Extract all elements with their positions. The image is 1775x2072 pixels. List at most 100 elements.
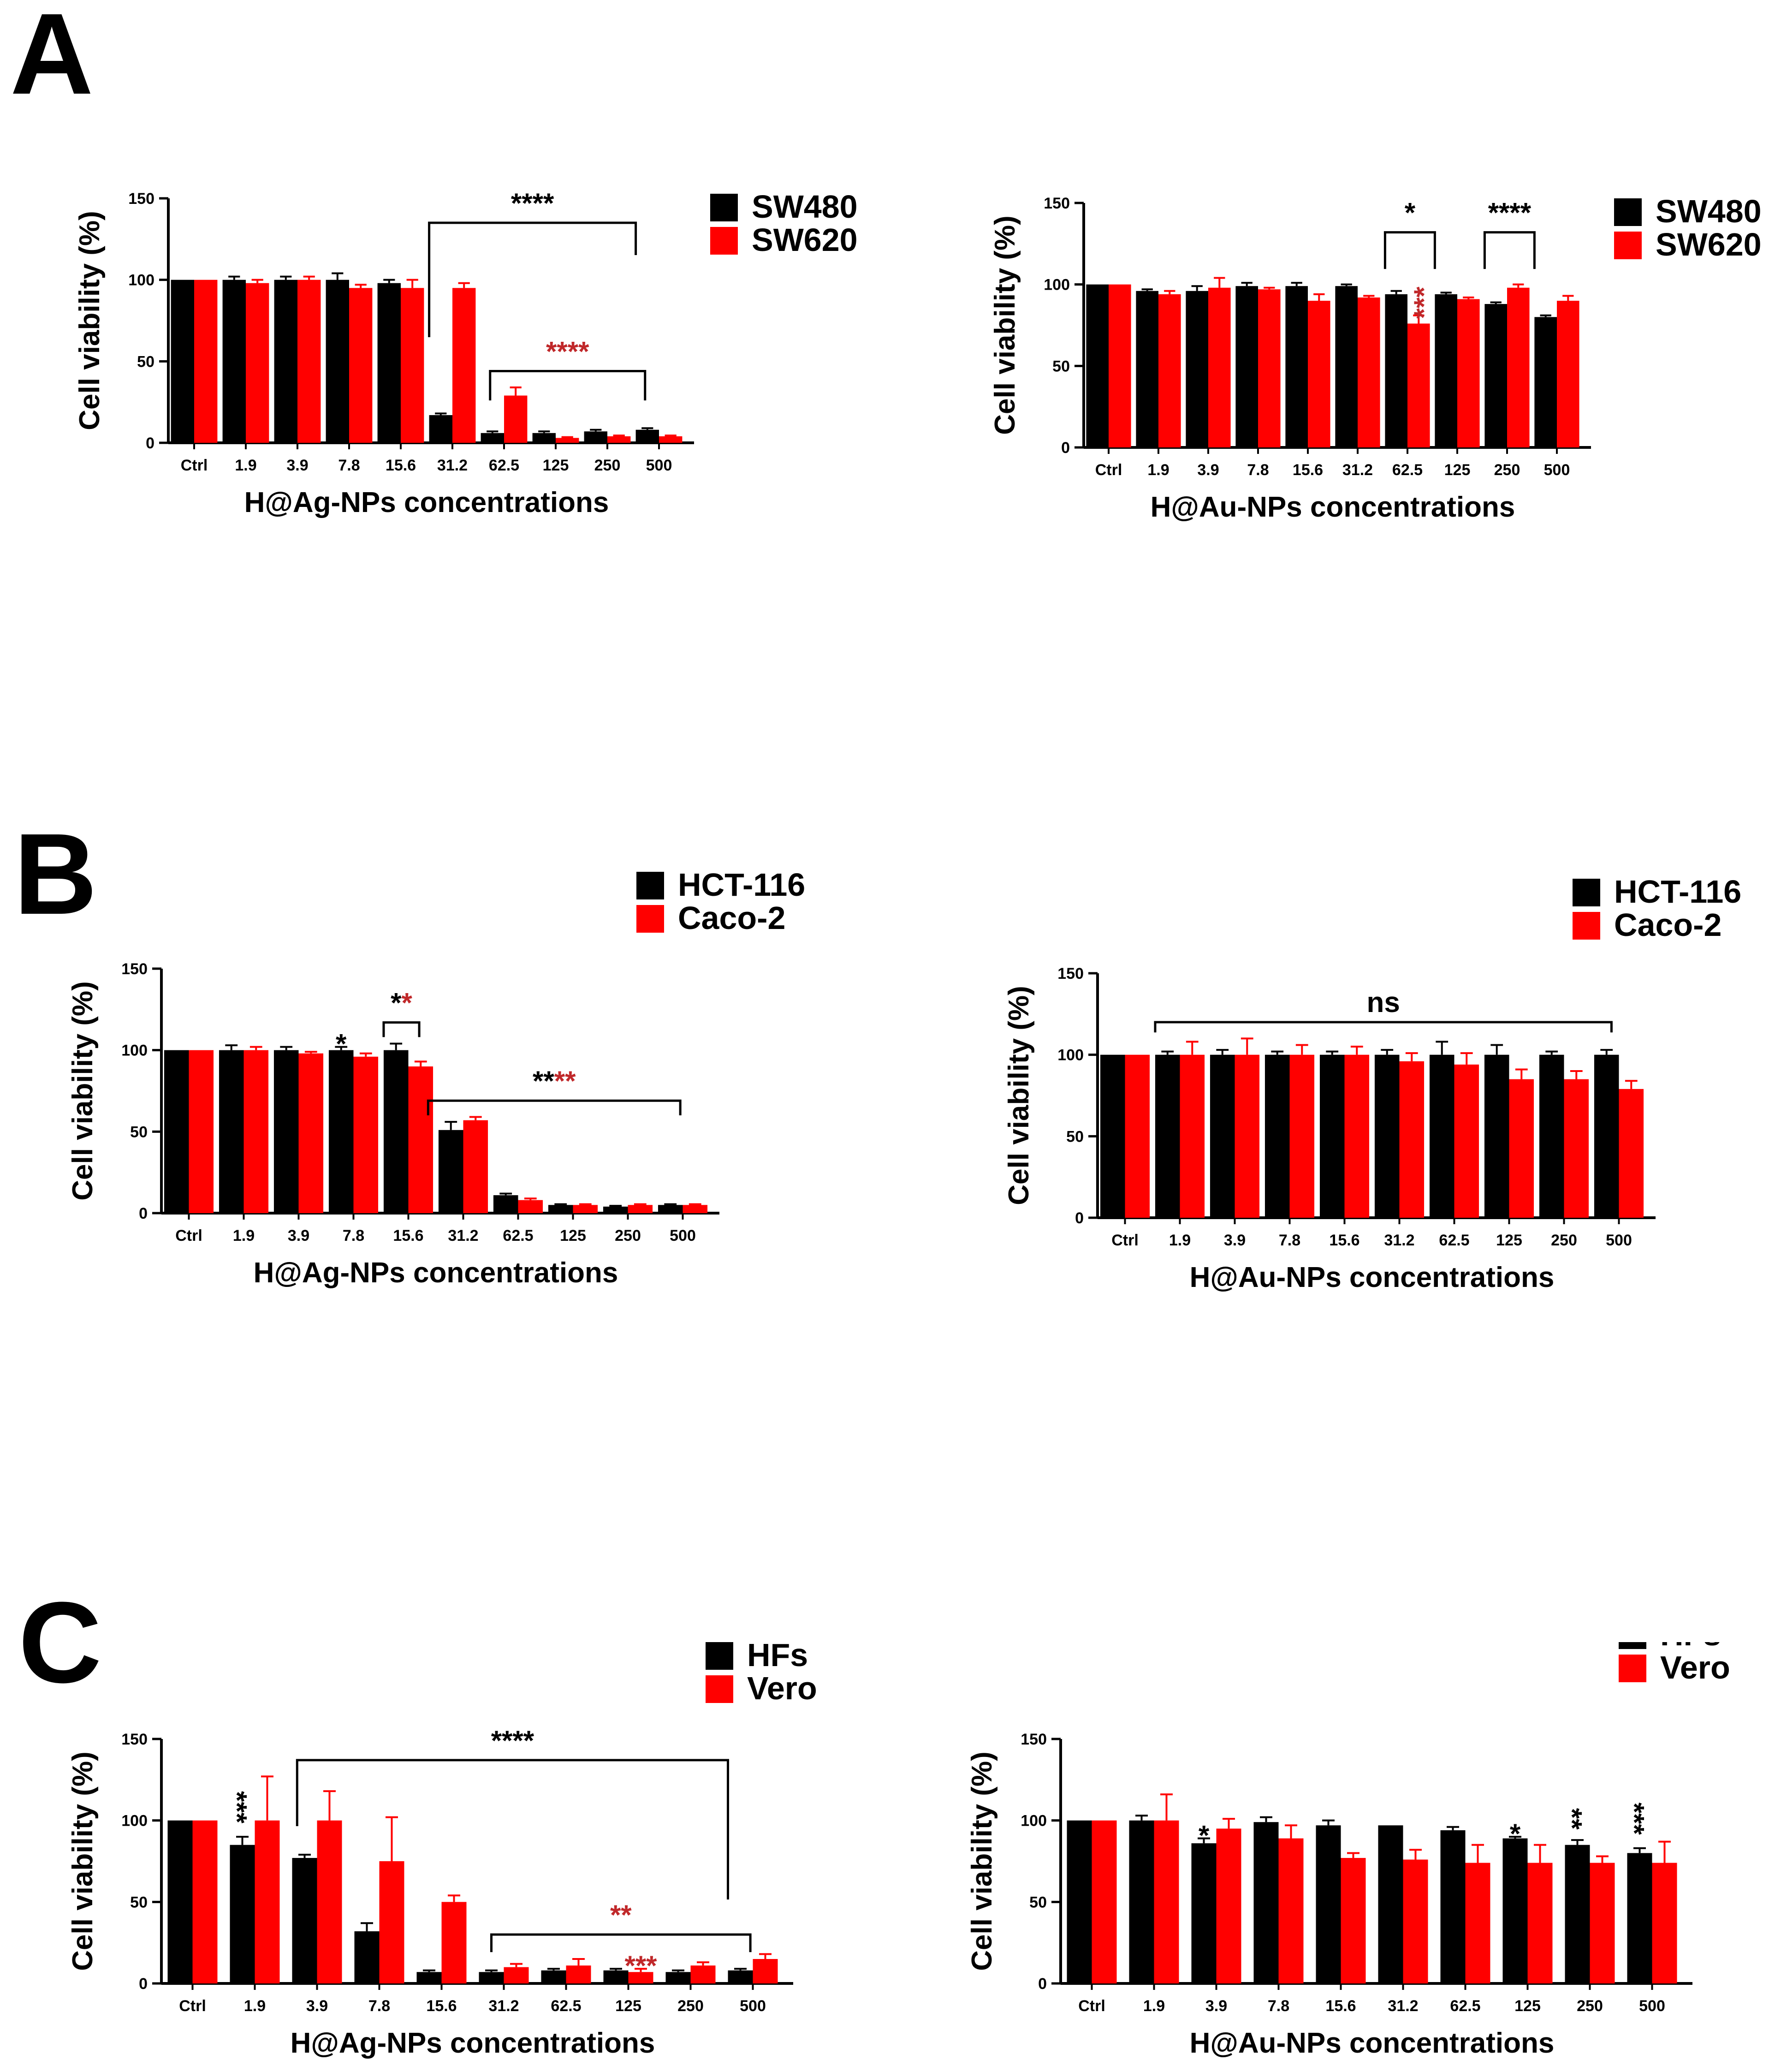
chart-5-bar-vero-2 bbox=[1216, 1828, 1241, 1983]
chart-c-right: 0 50 100 150 Ctrl 1.9 3.9 7.8 15.6 31.2 62.5 125 250… bbox=[966, 1642, 1730, 2059]
chart-3-legend-swatch-0 bbox=[1573, 879, 1600, 906]
chart-2-x-tick-label: 3.9 bbox=[288, 1227, 309, 1244]
chart-4-bar-vero-9 bbox=[753, 1959, 778, 1983]
chart-1-legend-swatch-1 bbox=[1614, 232, 1642, 259]
chart-3-bar-hct-116-8 bbox=[1539, 1054, 1564, 1218]
chart-3-x-tick-label: 15.6 bbox=[1329, 1232, 1359, 1249]
chart-4-bar-hfs-9 bbox=[728, 1970, 753, 1983]
chart-4-legend-swatch-0 bbox=[706, 1642, 733, 1670]
chart-0-sig-label-1: **** bbox=[546, 336, 589, 367]
chart-3-bar-caco-2-8 bbox=[1564, 1079, 1589, 1218]
chart-0-x-tick-label: 1.9 bbox=[235, 457, 256, 474]
chart-2-bar-hct-116-5 bbox=[438, 1130, 463, 1213]
chart-0-x-axis-title: H@Ag-NPs concentrations bbox=[244, 487, 609, 518]
chart-5-sig-star-3: *** bbox=[1619, 1803, 1650, 1835]
chart-0-bar-sw480-1 bbox=[222, 280, 246, 443]
chart-5-x-tick-label: 15.6 bbox=[1325, 1997, 1356, 2015]
chart-5-y-tick-label: 50 bbox=[1029, 1893, 1047, 1911]
chart-2-sig-star-0: * bbox=[336, 1029, 347, 1060]
chart-5-bar-hfs-0 bbox=[1067, 1820, 1092, 1983]
chart-0-sig-bracket-1 bbox=[489, 370, 647, 401]
chart-1-bar-sw480-5 bbox=[1335, 286, 1358, 447]
chart-0-bar-sw480-8 bbox=[584, 431, 607, 443]
chart-3-bar-caco-2-5 bbox=[1399, 1061, 1425, 1218]
chart-2-bar-hct-116-7 bbox=[548, 1205, 573, 1213]
chart-2-sig-label-part: * bbox=[402, 988, 413, 1018]
chart-3-bar-hct-116-9 bbox=[1594, 1054, 1619, 1218]
chart-1-bar-sw480-8 bbox=[1484, 304, 1507, 447]
chart-0-x-tick-label: 125 bbox=[543, 457, 569, 474]
chart-3-bar-hct-116-4 bbox=[1319, 1054, 1345, 1218]
chart-4-sig-bracket-1 bbox=[296, 1759, 729, 1900]
chart-5-bar-hfs-5 bbox=[1378, 1825, 1403, 1983]
chart-0-bar-sw620-2 bbox=[297, 280, 321, 443]
chart-4-x-tick-label: 125 bbox=[615, 1997, 641, 2015]
chart-b-left: 0 50 100 150 Ctrl 1.9 3.9 7.8 15.6 31.2 62.5 125 250… bbox=[67, 872, 805, 1289]
chart-3-x-tick-label: 62.5 bbox=[1439, 1232, 1469, 1249]
chart-1-bar-sw620-8 bbox=[1507, 287, 1530, 447]
chart-4-y-tick-label: 100 bbox=[121, 1812, 148, 1830]
chart-5-bar-vero-4 bbox=[1341, 1858, 1366, 1983]
chart-4-sig-label-2: ** bbox=[610, 1899, 632, 1930]
chart-0-bar-sw480-5 bbox=[429, 415, 452, 443]
chart-1-bar-sw620-7 bbox=[1457, 299, 1480, 447]
chart-2-bar-caco-2-0 bbox=[189, 1050, 214, 1213]
chart-5-bar-vero-1 bbox=[1154, 1820, 1179, 1983]
chart-0-x-tick-label: 250 bbox=[594, 457, 621, 474]
chart-5-legend-label-1: Vero bbox=[1660, 1649, 1730, 1685]
chart-2-bar-hct-116-6 bbox=[493, 1195, 518, 1213]
chart-0-bar-sw620-6 bbox=[504, 395, 528, 443]
chart-4-x-axis-title: H@Ag-NPs concentrations bbox=[291, 2027, 655, 2059]
chart-2-x-axis-title: H@Ag-NPs concentrations bbox=[254, 1257, 618, 1289]
chart-3-legend-swatch-1 bbox=[1573, 912, 1600, 940]
chart-a-right: 0 50 100 150 Ctrl 1.9 3.9 7.8 15.6 31.2 62.5 125 250… bbox=[989, 193, 1762, 523]
chart-0-y-tick-label: 0 bbox=[146, 435, 154, 452]
chart-2-legend-swatch-1 bbox=[636, 905, 664, 933]
chart-3-y-tick-label: 150 bbox=[1057, 965, 1084, 982]
chart-5-x-tick-label: 1.9 bbox=[1143, 1997, 1165, 2015]
chart-4-x-tick-label: 1.9 bbox=[244, 1997, 266, 2015]
chart-5-bar-vero-3 bbox=[1278, 1838, 1304, 1983]
chart-3-bar-caco-2-1 bbox=[1180, 1054, 1205, 1218]
chart-1-bar-sw620-1 bbox=[1158, 294, 1181, 447]
chart-1-x-tick-label: 125 bbox=[1444, 461, 1471, 479]
chart-0-y-tick-label: 50 bbox=[137, 353, 154, 370]
chart-4-x-tick-label: 3.9 bbox=[306, 1997, 328, 2015]
chart-3-bar-hct-116-0 bbox=[1100, 1054, 1125, 1218]
chart-2-bar-caco-2-3 bbox=[353, 1056, 379, 1213]
chart-2-sig-label-2: **** bbox=[533, 1066, 576, 1096]
chart-1-sig-label-0: * bbox=[1405, 197, 1416, 228]
chart-1-bar-sw620-4 bbox=[1308, 301, 1330, 447]
chart-4-y-axis-title: Cell viability (%) bbox=[67, 1751, 99, 1971]
chart-4-legend-label-0: HFs bbox=[747, 1642, 808, 1673]
chart-0-legend-swatch-1 bbox=[710, 227, 738, 255]
chart-4-x-tick-label: 15.6 bbox=[426, 1997, 457, 2015]
chart-2-bar-hct-116-8 bbox=[603, 1206, 628, 1213]
chart-4-bar-vero-7 bbox=[628, 1972, 653, 1983]
chart-2-x-tick-label: 31.2 bbox=[448, 1227, 478, 1244]
chart-5-x-tick-label: Ctrl bbox=[1078, 1997, 1105, 2015]
chart-3-x-tick-label: 31.2 bbox=[1384, 1232, 1414, 1249]
chart-1-sig-star-2: *** bbox=[1408, 286, 1439, 319]
chart-5-y-tick-label: 0 bbox=[1038, 1975, 1047, 1993]
chart-4-x-tick-label: 7.8 bbox=[368, 1997, 390, 2015]
chart-1-legend-label-0: SW480 bbox=[1656, 193, 1762, 229]
chart-0-legend-swatch-0 bbox=[710, 194, 738, 221]
chart-3-x-tick-label: 7.8 bbox=[1279, 1232, 1300, 1249]
chart-4-x-tick-label: 31.2 bbox=[488, 1997, 519, 2015]
chart-4-bar-hfs-1 bbox=[230, 1845, 255, 1983]
chart-1-y-tick-label: 0 bbox=[1061, 439, 1070, 457]
chart-0-y-tick-label: 150 bbox=[128, 190, 154, 208]
chart-2-sig-label-1: ** bbox=[391, 988, 412, 1018]
chart-0-bar-sw480-6 bbox=[481, 433, 504, 443]
chart-1-x-tick-label: 62.5 bbox=[1392, 461, 1423, 479]
chart-2-bar-caco-2-9 bbox=[683, 1205, 708, 1213]
chart-3-y-tick-label: 50 bbox=[1066, 1128, 1084, 1145]
chart-4-bar-vero-1 bbox=[255, 1820, 280, 1983]
chart-2-y-axis-title: Cell viability (%) bbox=[67, 981, 99, 1200]
chart-1-bar-sw620-6 bbox=[1407, 323, 1430, 447]
chart-5-x-tick-label: 250 bbox=[1577, 1997, 1603, 2015]
chart-4-bar-hfs-2 bbox=[292, 1858, 317, 1983]
chart-2-y-tick-label: 150 bbox=[121, 960, 148, 978]
chart-5-bar-vero-9 bbox=[1652, 1863, 1677, 1983]
